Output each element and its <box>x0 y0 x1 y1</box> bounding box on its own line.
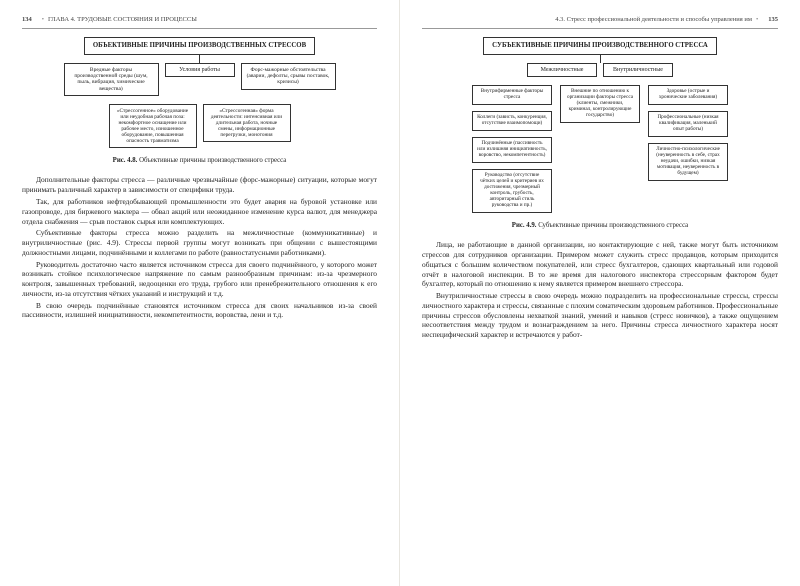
node: Коллеги (зависть, конкуренция, отсутстви… <box>472 111 552 131</box>
paragraph: Дополнительные факторы стресса — различн… <box>22 175 377 195</box>
node: Условия работы <box>165 63 235 78</box>
node: Личностно-психологические (неуверенность… <box>648 143 728 181</box>
node: «Стрессогенная» форма деятельности: инте… <box>203 104 291 142</box>
running-head-right: 4.3. Стресс профессиональной деятельност… <box>422 16 778 29</box>
chapter-title: ГЛАВА 4. ТРУДОВЫЕ СОСТОЯНИЯ И ПРОЦЕССЫ <box>48 16 197 25</box>
node: Внешние по отношению к организации факто… <box>560 85 640 123</box>
node: Профессиональные (низкая квалификация, м… <box>648 111 728 137</box>
running-head-left: 134 • ГЛАВА 4. ТРУДОВЫЕ СОСТОЯНИЯ И ПРОЦ… <box>22 16 377 29</box>
page-number: 134 <box>22 16 32 25</box>
node: Вредные факторы производственной среды (… <box>64 63 159 96</box>
node: Внутриличностные <box>603 63 673 78</box>
section-title: 4.3. Стресс профессиональной деятельност… <box>555 16 752 25</box>
node: Форс-мажорные обстоятельства (аварии, де… <box>241 63 336 90</box>
paragraph: Так, для работников нефтедобывающей пром… <box>22 197 377 226</box>
right-page: 4.3. Стресс профессиональной деятельност… <box>400 0 800 586</box>
figure-4-8: ОБЪЕКТИВНЫЕ ПРИЧИНЫ ПРОИЗВОДСТВЕННЫХ СТР… <box>22 37 377 149</box>
node: Руководство (отсутствие чётких целей и к… <box>472 169 552 213</box>
node: «Стрессогенное» оборудование или неудобн… <box>109 104 197 148</box>
node: Внутрифирменные факторы стресса <box>472 85 552 105</box>
paragraph: Субъективные факторы стресса можно разде… <box>22 228 377 257</box>
paragraph: Внутриличностные стрессы в свою очередь … <box>422 291 778 340</box>
paragraph: В свою очередь подчинённые становятся ис… <box>22 301 377 321</box>
node: Подчинённые (пассивность или излишняя ин… <box>472 137 552 163</box>
left-page: 134 • ГЛАВА 4. ТРУДОВЫЕ СОСТОЯНИЯ И ПРОЦ… <box>0 0 400 586</box>
paragraph: Лица, не работающие в данной организации… <box>422 240 778 289</box>
figure-4-9: СУБЪЕКТИВНЫЕ ПРИЧИНЫ ПРОИЗВОДСТВЕННОГО С… <box>422 37 778 213</box>
page-number: 135 <box>768 16 778 25</box>
node: Здоровье (острые и хронические заболеван… <box>648 85 728 105</box>
diagram-title: СУБЪЕКТИВНЫЕ ПРИЧИНЫ ПРОИЗВОДСТВЕННОГО С… <box>483 37 717 55</box>
paragraph: Руководитель достаточно часто является и… <box>22 260 377 299</box>
figure-caption: Рис. 4.8. Объективные причины производст… <box>22 156 377 165</box>
diagram-title: ОБЪЕКТИВНЫЕ ПРИЧИНЫ ПРОИЗВОДСТВЕННЫХ СТР… <box>84 37 315 55</box>
figure-caption: Рис. 4.9. Субъективные причины производс… <box>422 221 778 230</box>
node: Межличностные <box>527 63 597 78</box>
